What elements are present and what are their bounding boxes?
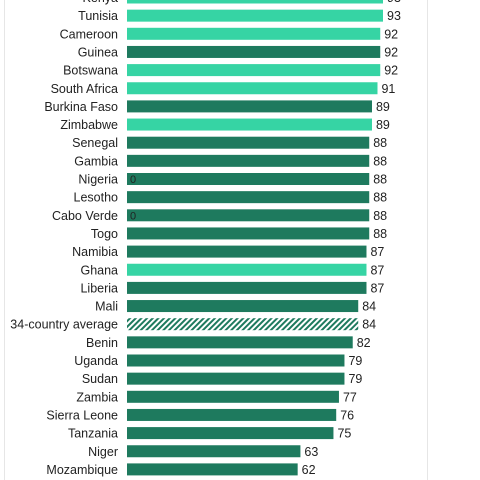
bar-togo <box>127 227 370 240</box>
category-label-zambia: Zambia <box>76 390 118 404</box>
bar-lesotho <box>127 191 370 204</box>
bar-liberia <box>127 281 367 294</box>
bar-mali <box>127 300 359 313</box>
bar-tunisia <box>127 9 383 22</box>
category-label-namibia: Namibia <box>72 245 118 259</box>
category-label-cabo-verde: Cabo Verde <box>52 209 118 223</box>
left-border-line <box>4 0 5 480</box>
right-border-line <box>427 0 428 480</box>
category-label-tunisia: Tunisia <box>78 9 118 23</box>
value-label-togo: 88 <box>373 227 387 241</box>
value-label-liberia: 87 <box>370 281 384 295</box>
bar-guinea <box>127 45 381 58</box>
value-label-nigeria: 88 <box>373 173 387 187</box>
bar-zimbabwe <box>127 118 372 131</box>
category-label-mozambique: Mozambique <box>46 463 118 477</box>
value-label-cameroon: 92 <box>384 27 398 41</box>
category-label-ghana: Ghana <box>80 263 118 277</box>
bars-group: Kenya 93 Tunisia 93 Cameroon 92 Guinea 92 Botswa… <box>10 0 401 477</box>
category-label-kenya: Kenya <box>83 0 118 5</box>
value-label-guinea: 92 <box>384 45 398 59</box>
category-label-sierra-leone: Sierra Leone <box>46 408 118 422</box>
bar-mozambique <box>127 463 298 476</box>
value-label-uganda: 79 <box>348 354 362 368</box>
value-label-mozambique: 62 <box>302 463 316 477</box>
bar-gambia <box>127 154 370 167</box>
annotation-cabo-verde: 0 <box>130 210 136 222</box>
value-label-south-africa: 91 <box>381 82 395 96</box>
value-label-kenya: 93 <box>387 0 401 5</box>
bar-cabo-verde <box>127 209 370 222</box>
bar-namibia <box>127 245 367 258</box>
bar-botswana <box>127 64 381 77</box>
category-label-liberia: Liberia <box>80 281 118 295</box>
bar-ghana <box>127 263 367 276</box>
value-label-botswana: 92 <box>384 64 398 78</box>
category-label-zimbabwe: Zimbabwe <box>60 118 118 132</box>
value-label-benin: 82 <box>357 336 371 350</box>
category-label-senegal: Senegal <box>72 136 118 150</box>
category-label-guinea: Guinea <box>78 45 118 59</box>
bar-sierra-leone <box>127 408 337 421</box>
category-label-burkina-faso: Burkina Faso <box>44 100 118 114</box>
bar-niger <box>127 445 301 458</box>
value-label-sudan: 79 <box>348 372 362 386</box>
bar-kenya <box>127 0 383 4</box>
category-label-niger: Niger <box>88 445 118 459</box>
category-label-uganda: Uganda <box>74 354 118 368</box>
bar-nigeria <box>127 173 370 185</box>
category-label-botswana: Botswana <box>63 64 118 78</box>
category-label-benin: Benin <box>86 336 118 350</box>
bar-burkina-faso <box>127 100 372 113</box>
category-label-lesotho: Lesotho <box>74 191 119 205</box>
value-label-mali: 84 <box>362 300 376 314</box>
value-label-34-country-average: 84 <box>362 318 376 332</box>
bar-sudan <box>127 372 345 385</box>
bar-34-country-average <box>127 318 359 331</box>
bar-south-africa <box>127 82 378 95</box>
value-label-namibia: 87 <box>370 245 384 259</box>
bar-uganda <box>127 354 345 367</box>
annotation-nigeria: 0 <box>130 174 136 186</box>
bar-tanzania <box>127 427 334 440</box>
value-label-zambia: 77 <box>343 390 357 404</box>
value-label-zimbabwe: 89 <box>376 118 390 132</box>
category-label-nigeria: Nigeria <box>78 173 118 187</box>
bar-senegal <box>127 136 370 149</box>
bar-cameroon <box>127 27 381 40</box>
category-label-tanzania: Tanzania <box>68 427 118 441</box>
value-label-gambia: 88 <box>373 154 387 168</box>
bar-zambia <box>127 390 339 403</box>
category-label-cameroon: Cameroon <box>60 27 118 41</box>
category-label-south-africa: South Africa <box>51 82 118 96</box>
value-label-tanzania: 75 <box>337 427 351 441</box>
category-label-mali: Mali <box>95 300 118 314</box>
bar-benin <box>127 336 353 349</box>
value-label-lesotho: 88 <box>373 191 387 205</box>
value-label-niger: 63 <box>304 445 318 459</box>
category-label-togo: Togo <box>91 227 118 241</box>
category-label-sudan: Sudan <box>82 372 118 386</box>
value-label-burkina-faso: 89 <box>376 100 390 114</box>
value-label-senegal: 88 <box>373 136 387 150</box>
value-label-cabo-verde: 88 <box>373 209 387 223</box>
category-label-34-country-average: 34-country average <box>10 318 118 332</box>
value-label-sierra-leone: 76 <box>340 408 354 422</box>
value-label-tunisia: 93 <box>387 9 401 23</box>
value-label-ghana: 87 <box>370 263 384 277</box>
category-label-gambia: Gambia <box>74 154 118 168</box>
